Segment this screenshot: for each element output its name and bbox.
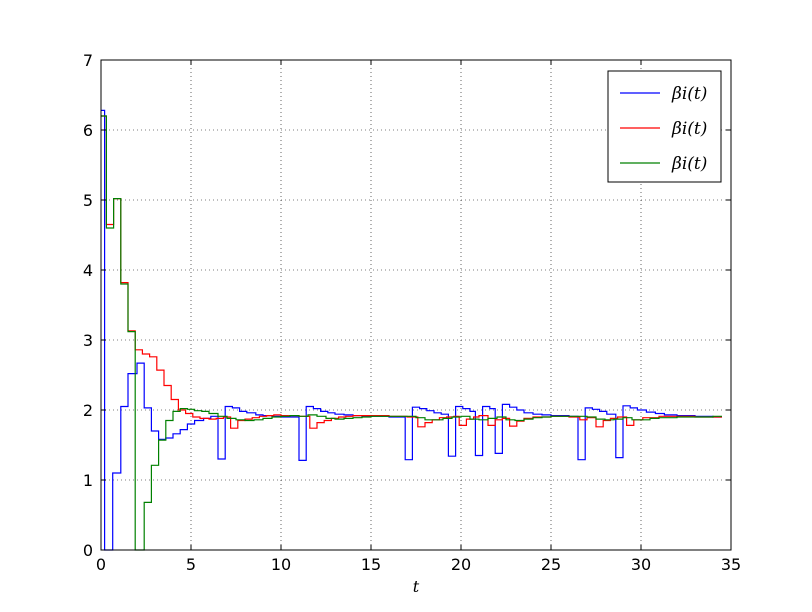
series-lines [101, 109, 722, 551]
series-line-3 [101, 115, 722, 551]
y-tick-label: 2 [83, 401, 93, 420]
y-tick-label: 3 [83, 331, 93, 350]
legend-label-3: βi(t) [671, 154, 707, 174]
plot-frame [100, 59, 732, 551]
x-tick-label: 5 [186, 555, 196, 574]
y-tick-label: 0 [83, 541, 93, 560]
legend-label-1: βi(t) [671, 84, 707, 104]
axis-ticks: 0 5 10 15 20 25 30 35 0 1 2 3 4 5 6 7 [83, 51, 741, 574]
y-tick-label: 7 [83, 51, 93, 70]
legend-label-2: βi(t) [671, 119, 707, 139]
y-tick-label: 4 [83, 261, 93, 280]
x-axis-label: t [413, 577, 420, 596]
x-tick-label: 25 [541, 555, 561, 574]
series-line-1 [101, 109, 722, 551]
x-tick-label: 15 [361, 555, 381, 574]
x-tick-label: 0 [96, 555, 106, 574]
series-line-2 [101, 115, 722, 429]
legend: βi(t) βi(t) βi(t) [607, 70, 722, 183]
grid-lines [101, 60, 731, 550]
y-tick-label: 5 [83, 191, 93, 210]
y-tick-label: 6 [83, 121, 93, 140]
x-tick-label: 20 [451, 555, 471, 574]
x-tick-label: 35 [721, 555, 741, 574]
x-tick-label: 30 [631, 555, 651, 574]
y-tick-label: 1 [83, 471, 93, 490]
x-tick-label: 10 [271, 555, 291, 574]
